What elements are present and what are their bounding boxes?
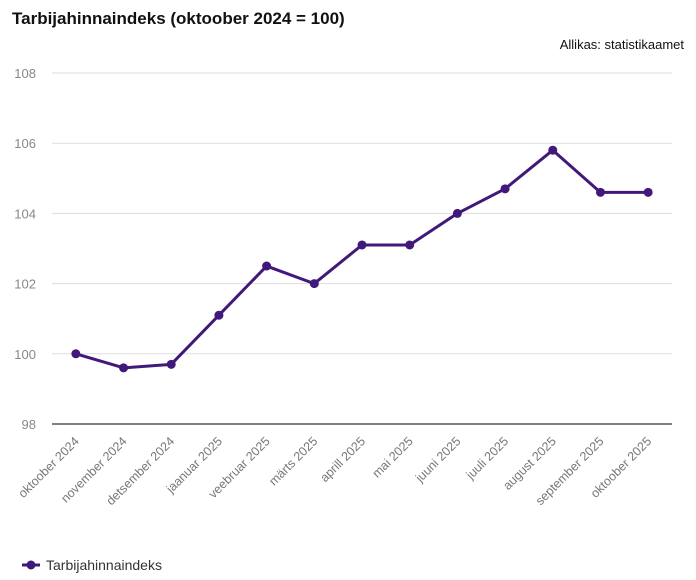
x-tick-label: juuni 2025 <box>412 434 463 485</box>
point <box>357 240 367 250</box>
point <box>548 145 558 155</box>
point <box>71 349 81 359</box>
point <box>119 363 129 373</box>
point <box>595 187 605 197</box>
legend-marker <box>26 560 36 570</box>
y-tick-label: 104 <box>14 206 36 221</box>
legend-label: Tarbijahinnaindeks <box>46 557 162 573</box>
point <box>500 184 510 194</box>
y-tick-label: 98 <box>22 417 36 432</box>
x-tick-label: mai 2025 <box>370 434 416 480</box>
point <box>405 240 415 250</box>
point <box>214 310 224 320</box>
point <box>643 187 653 197</box>
point <box>309 279 319 289</box>
point <box>262 261 272 271</box>
line <box>75 148 649 370</box>
y-tick-label: 100 <box>14 347 36 362</box>
x-tick-label: juuli 2025 <box>463 434 511 482</box>
chart-title: Tarbijahinnaindeks (oktoober 2024 = 100) <box>12 9 345 28</box>
x-tick-label: aprill 2025 <box>317 434 368 485</box>
source: Allikas: statistikaamet <box>560 37 685 52</box>
y-tick-label: 106 <box>14 136 36 151</box>
y-tick-label: 102 <box>14 277 36 292</box>
y-tick-label: 108 <box>14 66 36 81</box>
point <box>452 208 462 218</box>
x-tick-label: märts 2025 <box>266 434 320 488</box>
point <box>166 359 176 369</box>
